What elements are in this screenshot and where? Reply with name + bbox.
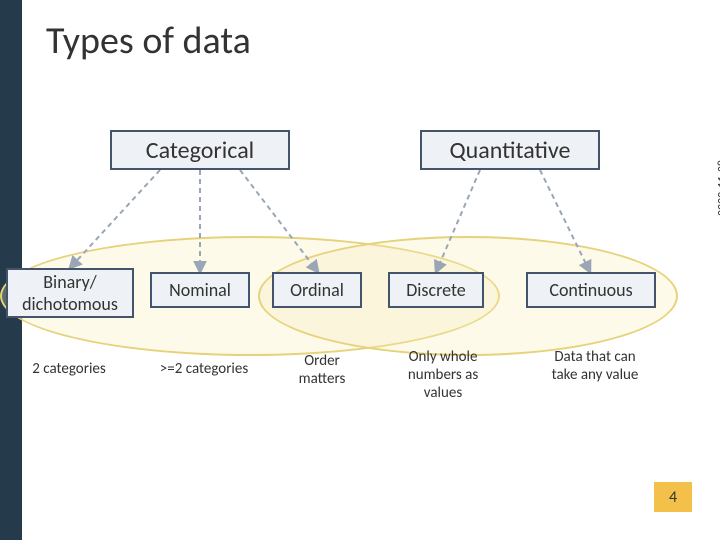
- desc-ordinal: Order matters: [282, 352, 362, 388]
- node-label: Categorical: [146, 136, 254, 165]
- node-binary: Binary/ dichotomous: [6, 268, 134, 318]
- node-categorical: Categorical: [110, 130, 290, 170]
- page-number: 4: [669, 488, 677, 507]
- node-ordinal: Ordinal: [272, 272, 362, 308]
- node-continuous: Continuous: [526, 272, 656, 308]
- node-label: Discrete: [406, 279, 466, 301]
- node-label: Continuous: [549, 279, 632, 301]
- desc-discrete: Only whole numbers as values: [388, 348, 498, 402]
- node-nominal: Nominal: [150, 272, 250, 308]
- node-label: Binary/ dichotomous: [22, 271, 118, 315]
- desc-continuous: Data that can take any value: [540, 348, 650, 384]
- node-quantitative: Quantitative: [420, 130, 600, 170]
- slide-title: Types of data: [46, 18, 251, 64]
- node-discrete: Discrete: [388, 272, 484, 308]
- desc-nominal: >=2 categories: [144, 360, 264, 378]
- desc-binary: 2 categories: [14, 360, 124, 378]
- date-label: 2020-11-28: [716, 160, 720, 216]
- node-label: Quantitative: [450, 136, 571, 165]
- slide: Types of data 2020-11-28 Categorical Qua…: [0, 0, 720, 540]
- node-label: Ordinal: [290, 279, 344, 301]
- page-number-badge: 4: [654, 482, 692, 512]
- node-label: Nominal: [169, 279, 231, 301]
